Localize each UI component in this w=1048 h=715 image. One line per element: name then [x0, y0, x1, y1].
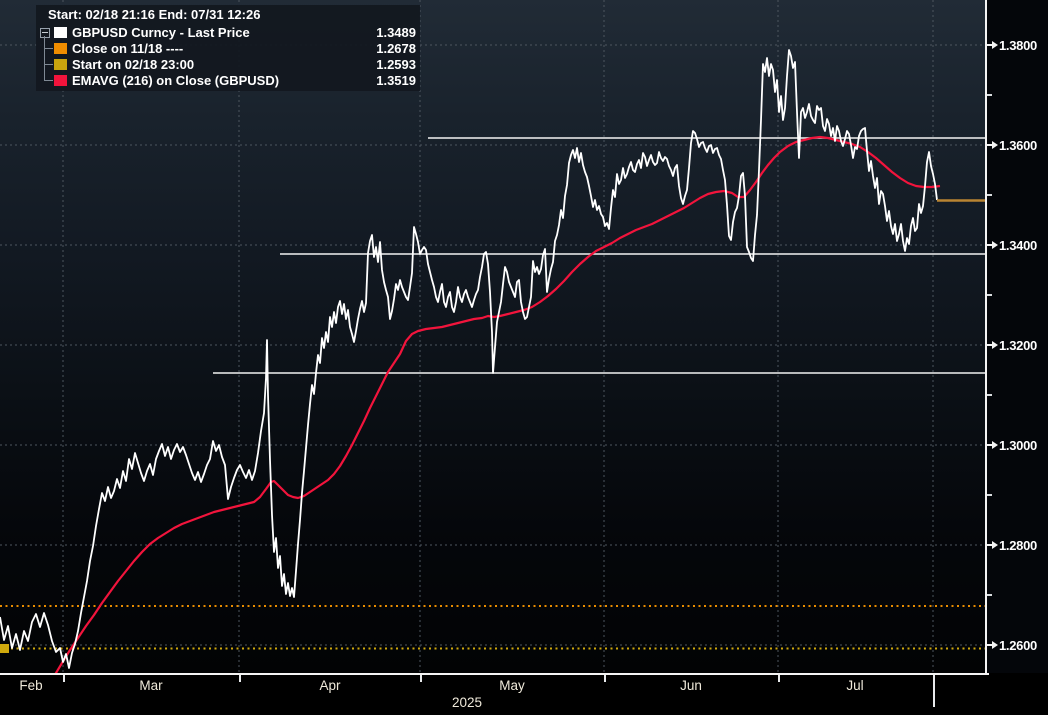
axis-price-text: 1.3200 [999, 337, 1037, 353]
price-axis[interactable]: 1.3800 1.3600 1.3400 1.3200 1.3000 1.2800 1.26… [985, 0, 1048, 673]
time-axis-tick [778, 675, 780, 682]
time-axis-tick [63, 675, 65, 682]
legend-series-name: Close on 11/18 ---- [72, 40, 184, 56]
price-axis-minor-tick [987, 394, 992, 396]
price-axis-label: 1.3000 [987, 437, 1037, 453]
legend-series-value: 1.2678 [376, 40, 416, 56]
axis-tick [987, 444, 992, 446]
month-label: Apr [319, 678, 341, 693]
month-label: May [499, 678, 525, 693]
start-marker [0, 644, 9, 653]
axis-tick [987, 344, 992, 346]
legend-series-name: GBPUSD Curncy - Last Price [72, 24, 250, 40]
axis-arrow-icon [992, 441, 998, 449]
tree-line [44, 64, 53, 65]
month-label: Jun [680, 678, 702, 693]
time-axis-end-tick [933, 675, 935, 707]
axis-price-text: 1.2600 [999, 637, 1037, 653]
price-axis-minor-tick [987, 294, 992, 296]
time-axis-tick [420, 675, 422, 682]
axis-price-text: 1.3000 [999, 437, 1037, 453]
axis-price-text: 1.3800 [999, 37, 1037, 53]
chart-legend: Start: 02/18 21:16 End: 07/31 12:26 GBPU… [36, 5, 420, 91]
tree-line [44, 48, 53, 49]
legend-series-name: Start on 02/18 23:00 [72, 56, 195, 72]
month-label: Jul [846, 678, 864, 693]
tree-line [44, 80, 53, 81]
legend-tree-connector [38, 64, 54, 88]
legend-series-value: 1.3489 [376, 24, 416, 40]
time-axis-tick [604, 675, 606, 682]
legend-series-row[interactable]: Close on 11/18 ---- 1.2678 [38, 36, 416, 56]
chart-plot-area[interactable] [0, 0, 985, 673]
axis-tick [987, 144, 992, 146]
legend-series-row[interactable]: Start on 02/18 23:00 1.2593 [38, 48, 416, 72]
price-axis-label: 1.3200 [987, 337, 1037, 353]
legend-series-name: EMAVG (216) on Close (GBPUSD) [72, 72, 280, 88]
axis-arrow-icon [992, 41, 998, 49]
price-axis-label: 1.2800 [987, 537, 1037, 553]
legend-swatch [54, 74, 67, 86]
legend-swatch [54, 42, 67, 54]
legend-tree-connector [38, 36, 54, 56]
axis-arrow-icon [992, 241, 998, 249]
tree-line [44, 36, 45, 48]
price-axis-label: 1.2600 [987, 637, 1037, 653]
time-axis[interactable]: 2025 Feb Mar Apr May Jun Jul [0, 673, 1048, 715]
price-axis-minor-tick [987, 94, 992, 96]
axis-arrow-icon [992, 341, 998, 349]
legend-series-row[interactable]: GBPUSD Curncy - Last Price 1.3489 [38, 24, 416, 40]
price-line [0, 49, 938, 669]
legend-swatch [54, 58, 67, 70]
price-axis-minor-tick [987, 194, 992, 196]
collapse-box-icon[interactable] [40, 28, 50, 38]
axis-year-label: 2025 [451, 695, 483, 710]
axis-price-text: 1.3600 [999, 137, 1037, 153]
price-axis-minor-tick [987, 594, 992, 596]
price-axis-label: 1.3400 [987, 237, 1037, 253]
date-range-label: Start: 02/18 21:16 End: 07/31 12:26 [48, 7, 261, 22]
legend-tree-connector [38, 48, 54, 72]
axis-arrow-icon [992, 541, 998, 549]
chart-canvas [0, 0, 985, 673]
price-axis-label: 1.3600 [987, 137, 1037, 153]
axis-price-text: 1.3400 [999, 237, 1037, 253]
tree-line [44, 64, 45, 80]
tree-line [44, 48, 45, 64]
price-axis-minor-tick [987, 494, 992, 496]
axis-tick [987, 544, 992, 546]
legend-rows: GBPUSD Curncy - Last Price 1.3489 Close on… [38, 24, 416, 88]
price-axis-label: 1.3800 [987, 37, 1037, 53]
axis-price-text: 1.2800 [999, 537, 1037, 553]
axis-tick [987, 644, 992, 646]
time-axis-baseline [0, 673, 989, 675]
axis-tick [987, 44, 992, 46]
month-label: Feb [19, 678, 43, 693]
emavg-line [54, 135, 941, 673]
time-axis-tick [239, 675, 241, 682]
legend-series-row[interactable]: EMAVG (216) on Close (GBPUSD) 1.3519 [38, 64, 416, 88]
legend-series-value: 1.2593 [376, 56, 416, 72]
month-label: Mar [139, 678, 163, 693]
axis-arrow-icon [992, 141, 998, 149]
axis-arrow-icon [992, 641, 998, 649]
legend-swatch [54, 26, 67, 38]
axis-tick [987, 244, 992, 246]
legend-series-value: 1.3519 [376, 72, 416, 88]
legend-expander[interactable] [38, 24, 54, 40]
